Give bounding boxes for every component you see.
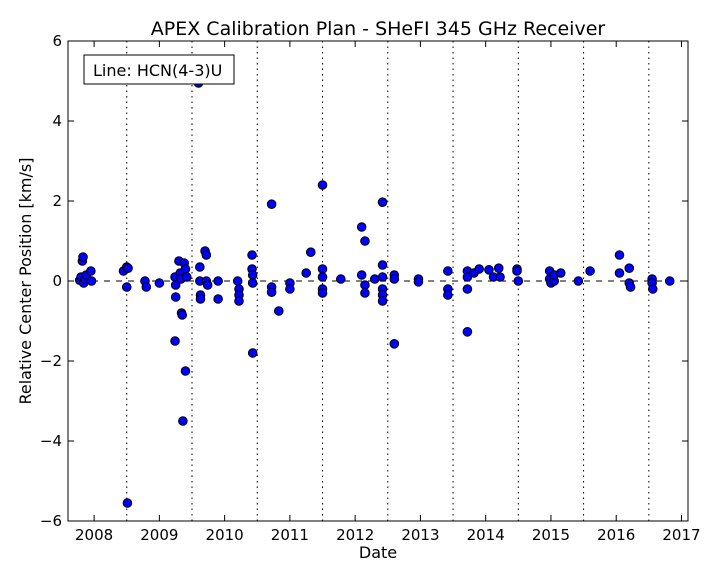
data-point bbox=[317, 272, 328, 282]
data-point bbox=[86, 276, 97, 286]
data-point bbox=[614, 268, 625, 278]
data-point bbox=[443, 290, 453, 300]
data-point bbox=[266, 287, 277, 298]
data-point bbox=[360, 288, 370, 298]
data-point bbox=[123, 263, 133, 274]
data-point bbox=[624, 263, 635, 274]
x-tick-label: 2011 bbox=[271, 526, 309, 544]
x-tick-label: 2010 bbox=[206, 526, 244, 544]
data-point bbox=[274, 306, 284, 316]
data-point bbox=[247, 270, 258, 280]
data-point bbox=[202, 280, 213, 290]
data-point bbox=[377, 197, 388, 207]
data-point bbox=[234, 296, 244, 306]
data-point bbox=[201, 250, 212, 260]
x-tick-label: 2015 bbox=[532, 526, 570, 544]
data-point bbox=[317, 288, 328, 298]
y-tick-label: −4 bbox=[40, 432, 62, 450]
data-point bbox=[377, 272, 388, 282]
data-point bbox=[474, 264, 484, 274]
x-tick-label: 2008 bbox=[75, 526, 113, 544]
x-tick-label: 2009 bbox=[140, 526, 178, 544]
data-point bbox=[170, 336, 180, 346]
x-tick-label: 2017 bbox=[662, 526, 700, 544]
data-point bbox=[177, 310, 188, 320]
data-point bbox=[317, 264, 328, 274]
data-point bbox=[86, 266, 96, 276]
legend-text: Line: HCN(4-3)U bbox=[93, 61, 222, 80]
data-point bbox=[232, 276, 243, 286]
data-point bbox=[195, 294, 206, 304]
data-point bbox=[585, 266, 595, 276]
data-point bbox=[369, 274, 380, 284]
data-point bbox=[356, 222, 367, 232]
x-tick-label: 2012 bbox=[336, 526, 374, 544]
data-point bbox=[389, 339, 400, 349]
x-tick-label: 2014 bbox=[467, 526, 505, 544]
data-point bbox=[512, 266, 522, 276]
data-point bbox=[317, 180, 328, 190]
y-tick-label: −2 bbox=[40, 352, 62, 370]
data-point bbox=[170, 292, 181, 302]
data-point bbox=[484, 265, 494, 275]
y-axis-label: Relative Center Position [km/s] bbox=[16, 158, 35, 405]
data-point bbox=[377, 296, 388, 306]
data-point bbox=[513, 276, 524, 286]
legend-box: Line: HCN(4-3)U bbox=[83, 54, 235, 85]
data-point bbox=[180, 366, 191, 376]
data-point bbox=[555, 268, 566, 278]
data-point bbox=[181, 272, 192, 282]
data-point bbox=[170, 280, 181, 290]
y-tick-label: 6 bbox=[52, 32, 62, 50]
data-point bbox=[121, 282, 132, 292]
data-point bbox=[266, 199, 277, 209]
data-point bbox=[305, 247, 316, 257]
data-point bbox=[247, 250, 257, 260]
data-point bbox=[213, 294, 223, 304]
data-point bbox=[647, 284, 658, 294]
data-point bbox=[462, 284, 473, 294]
data-point bbox=[389, 274, 400, 284]
data-point bbox=[247, 348, 258, 358]
data-point bbox=[141, 282, 152, 292]
data-point bbox=[614, 250, 625, 260]
data-point bbox=[180, 264, 191, 274]
data-point bbox=[356, 270, 367, 280]
x-tick-label: 2016 bbox=[597, 526, 635, 544]
y-tick-label: 0 bbox=[52, 272, 62, 290]
data-point bbox=[285, 284, 295, 294]
data-point bbox=[573, 276, 584, 286]
chart-title: APEX Calibration Plan - SHeFI 345 GHz Re… bbox=[151, 18, 606, 40]
data-point bbox=[625, 282, 636, 292]
data-point bbox=[360, 236, 370, 246]
data-point bbox=[195, 262, 205, 272]
y-tick-label: −6 bbox=[40, 512, 62, 530]
data-point bbox=[664, 276, 675, 286]
y-tick-label: 4 bbox=[52, 112, 62, 130]
x-axis-label: Date bbox=[359, 543, 397, 562]
data-point bbox=[154, 278, 165, 288]
data-point bbox=[122, 498, 133, 508]
data-point bbox=[336, 274, 346, 284]
data-point bbox=[377, 260, 388, 270]
data-point bbox=[495, 272, 505, 282]
y-tick-label: 2 bbox=[52, 192, 62, 210]
data-point bbox=[413, 277, 424, 287]
data-point bbox=[178, 416, 188, 426]
data-point bbox=[443, 266, 453, 276]
data-point bbox=[301, 268, 312, 278]
data-point bbox=[247, 278, 258, 288]
data-point bbox=[78, 252, 88, 262]
data-point bbox=[360, 280, 370, 290]
data-point bbox=[493, 263, 504, 274]
data-point bbox=[213, 276, 223, 286]
data-point bbox=[462, 327, 473, 337]
x-tick-label: 2013 bbox=[401, 526, 439, 544]
